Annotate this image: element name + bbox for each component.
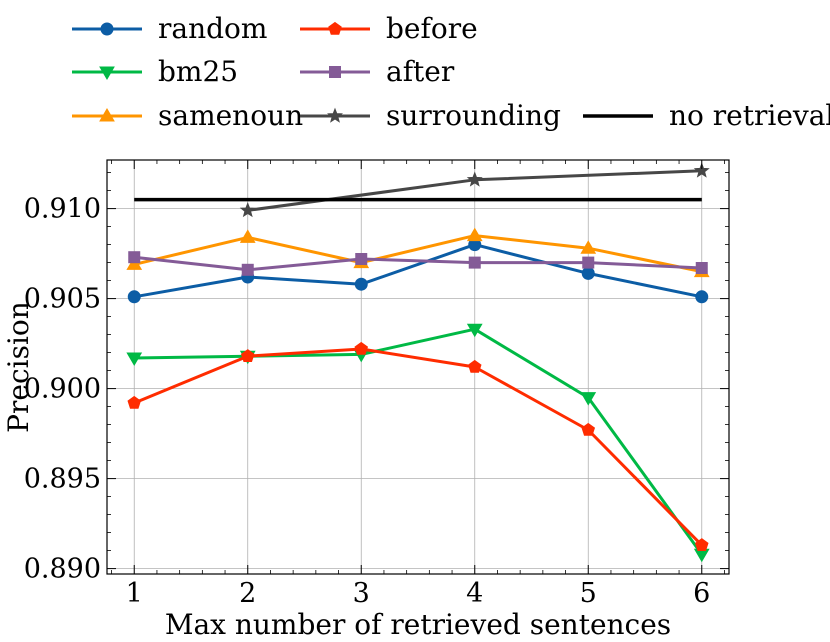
grid	[107, 160, 729, 574]
samenoun-line	[133, 234, 703, 274]
legend: random before bm25 after samenoun surrounding…	[72, 12, 830, 132]
series-layer	[126, 162, 710, 563]
bm25-line	[134, 327, 703, 556]
before-point	[694, 538, 709, 551]
legend-marker	[99, 108, 115, 122]
y-tick-label: 0.895	[24, 464, 101, 495]
after-point	[355, 253, 368, 265]
samenoun-point	[126, 256, 143, 270]
series-bm25	[126, 323, 710, 563]
x-tick-label: 5	[580, 578, 597, 609]
series-samenoun	[126, 227, 710, 278]
legend-item-bm25: bm25	[72, 55, 238, 88]
series-random	[127, 238, 709, 304]
before-line	[133, 347, 703, 547]
after-point	[128, 251, 141, 264]
bm25-point	[693, 548, 710, 563]
y-tick-label: 0.890	[24, 554, 101, 585]
random-point	[581, 266, 595, 280]
legend-label: random	[158, 12, 267, 45]
legend-marker	[99, 66, 115, 80]
samenoun-point	[239, 229, 256, 243]
x-tick-label: 1	[126, 578, 143, 609]
legend-label: before	[386, 12, 478, 45]
x-tick-label: 6	[693, 578, 710, 609]
samenoun-point	[466, 227, 483, 242]
samenoun-point	[580, 240, 597, 254]
before-point	[127, 395, 142, 409]
y-tick-label: 0.910	[24, 194, 101, 225]
x-tick-label: 4	[466, 578, 483, 609]
before-point	[581, 422, 596, 436]
y-tick-label: 0.905	[24, 284, 101, 315]
legend-item-after: after	[300, 55, 455, 88]
legend-marker	[329, 66, 341, 78]
after-point	[695, 262, 708, 274]
before-point	[354, 341, 369, 355]
legend-item-no-retrieval: no retrieval	[583, 99, 830, 132]
after-point	[582, 256, 595, 269]
legend-item-surrounding: surrounding	[300, 99, 561, 132]
surrounding-point	[466, 171, 483, 187]
before-point	[467, 359, 482, 373]
ticks: 1 2 3 4 5 6 0.890 0.895 0.900 0.905 0.910	[24, 160, 729, 609]
random-point	[695, 290, 709, 304]
legend-item-samenoun: samenoun	[72, 99, 303, 132]
legend-marker	[100, 22, 114, 36]
after-point	[468, 256, 481, 269]
after-point	[241, 263, 254, 276]
legend-label: samenoun	[158, 99, 303, 132]
after-line	[134, 255, 702, 272]
legend-marker	[328, 21, 342, 35]
bm25-point	[580, 392, 597, 406]
legend-label: no retrieval	[669, 99, 830, 132]
x-tick-label: 3	[353, 578, 370, 609]
surrounding-point	[693, 162, 710, 178]
series-before	[127, 341, 709, 551]
bm25-point	[466, 323, 483, 338]
x-tick-label: 2	[239, 578, 256, 609]
plot-frame	[106, 159, 730, 575]
x-axis-label: Max number of retrieved sentences	[165, 608, 671, 641]
bm25-point	[126, 352, 143, 366]
random-point	[354, 277, 368, 291]
random-line	[133, 243, 703, 299]
y-axis-label: Precision	[2, 301, 35, 433]
legend-item-random: random	[72, 12, 267, 45]
random-point	[127, 290, 141, 304]
series-after	[128, 251, 708, 276]
legend-item-before: before	[300, 12, 478, 45]
legend-marker	[327, 107, 343, 123]
surrounding-point	[239, 202, 256, 218]
legend-label: after	[386, 55, 455, 88]
y-tick-label: 0.900	[24, 374, 101, 405]
legend-label: bm25	[158, 55, 238, 88]
legend-label: surrounding	[386, 99, 561, 132]
before-point	[240, 349, 255, 362]
